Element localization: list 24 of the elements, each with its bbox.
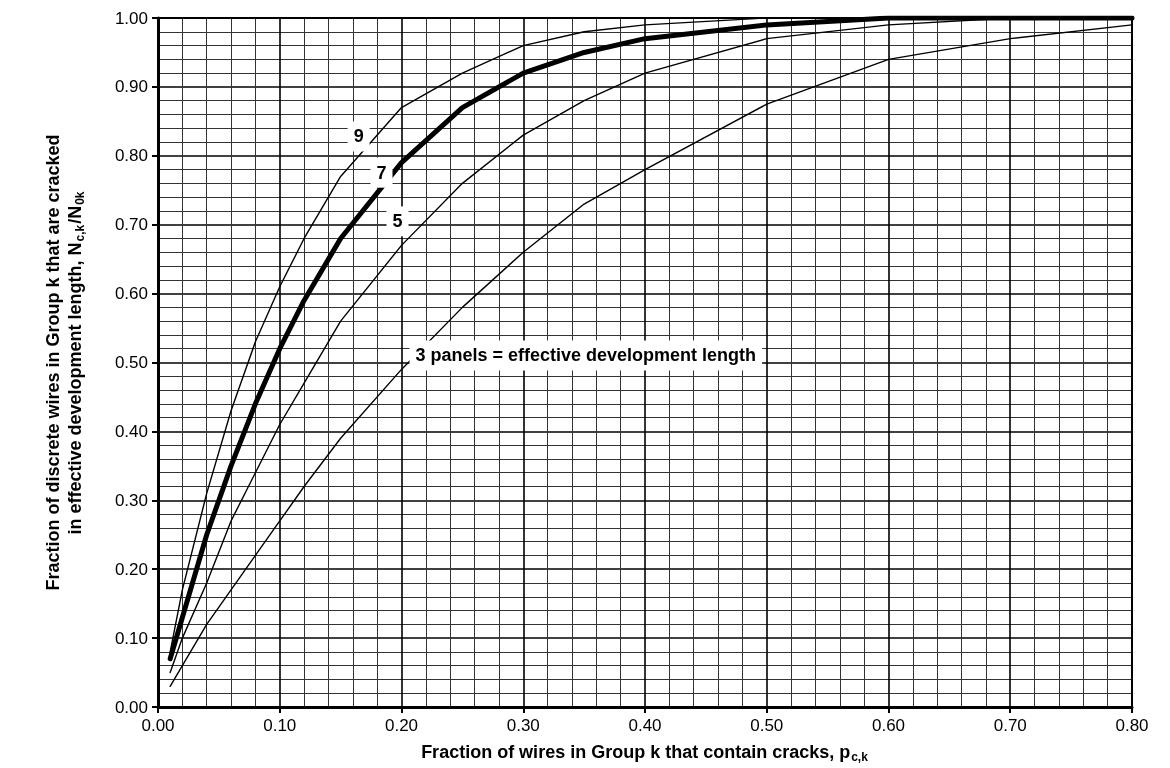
x-tick-label: 0.10 bbox=[263, 716, 297, 735]
x-tick-label: 0.30 bbox=[506, 716, 540, 735]
x-tick-label: 0.80 bbox=[1115, 716, 1149, 735]
series-label: 3 panels = effective development length bbox=[415, 345, 757, 366]
y-tick-label: 0.20 bbox=[114, 559, 148, 579]
x-tick-label: 0.60 bbox=[871, 716, 906, 735]
y-tick-label: 0.40 bbox=[114, 421, 148, 441]
x-tick-label: 0.20 bbox=[384, 716, 419, 735]
y-tick-label: 0.70 bbox=[114, 215, 148, 235]
series-label: 9 bbox=[353, 126, 364, 147]
x-tick-label: 0.40 bbox=[628, 716, 662, 735]
y-tick-label: 0.00 bbox=[114, 697, 148, 717]
x-tick-label: 0.00 bbox=[141, 716, 175, 735]
y-tick-label: 1.00 bbox=[114, 8, 148, 28]
y-tick-label: 0.10 bbox=[114, 628, 148, 648]
y-tick-label: 0.90 bbox=[114, 77, 148, 97]
y-tick-label: 0.60 bbox=[114, 284, 148, 304]
y-tick-label: 0.80 bbox=[114, 146, 148, 166]
x-tick-label: 0.50 bbox=[750, 716, 784, 735]
series-label: 7 bbox=[376, 162, 387, 183]
y-tick-label: 0.50 bbox=[114, 353, 148, 372]
x-tick-label: 0.70 bbox=[993, 716, 1027, 735]
series-label: 5 bbox=[392, 211, 403, 232]
y-tick-label: 0.30 bbox=[114, 490, 148, 510]
